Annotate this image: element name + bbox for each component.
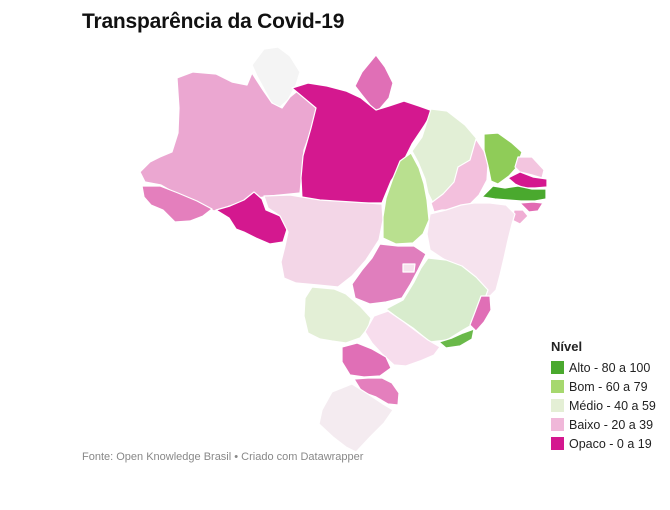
state-ce[interactable] xyxy=(483,132,523,185)
state-ba[interactable] xyxy=(426,202,516,299)
legend-title: Nível xyxy=(551,339,583,354)
state-al[interactable] xyxy=(519,201,544,213)
legend-swatch xyxy=(551,380,564,393)
state-am[interactable] xyxy=(139,71,319,212)
legend-item-bom: Bom - 60 a 79 xyxy=(551,377,656,396)
state-pe[interactable] xyxy=(481,185,547,202)
state-rs[interactable] xyxy=(318,383,394,453)
legend: Nível Alto - 80 a 100 Bom - 60 a 79 Médi… xyxy=(551,339,656,453)
state-df[interactable] xyxy=(402,263,416,273)
legend-label: Médio - 40 a 59 xyxy=(569,398,656,413)
state-pb[interactable] xyxy=(507,171,548,189)
state-rj[interactable] xyxy=(438,328,475,349)
chart-title: Transparência da Covid-19 xyxy=(82,10,345,33)
legend-item-baixo: Baixo - 20 a 39 xyxy=(551,415,656,434)
state-pr[interactable] xyxy=(341,342,392,378)
state-to[interactable] xyxy=(382,152,430,245)
state-rr[interactable] xyxy=(251,46,301,109)
state-ms[interactable] xyxy=(303,286,372,344)
legend-label: Opaco - 0 a 19 xyxy=(569,436,652,451)
legend-swatch xyxy=(551,437,564,450)
legend-label: Bom - 60 a 79 xyxy=(569,379,648,394)
legend-swatch xyxy=(551,361,564,374)
state-es[interactable] xyxy=(469,295,492,332)
legend-swatch xyxy=(551,418,564,431)
state-sp[interactable] xyxy=(364,310,441,367)
source-note: Fonte: Open Knowledge Brasil • Criado co… xyxy=(82,451,364,463)
state-ac[interactable] xyxy=(141,185,213,223)
legend-label: Baixo - 20 a 39 xyxy=(569,417,654,432)
legend-label: Alto - 80 a 100 xyxy=(569,360,651,375)
state-go[interactable] xyxy=(351,243,427,305)
legend-item-alto: Alto - 80 a 100 xyxy=(551,358,656,377)
state-mt[interactable] xyxy=(263,194,384,288)
legend-item-opaco: Opaco - 0 a 19 xyxy=(551,434,656,453)
legend-swatch xyxy=(551,399,564,412)
legend-item-medio: Médio - 40 a 59 xyxy=(551,396,656,415)
state-pi[interactable] xyxy=(430,138,489,213)
state-rn[interactable] xyxy=(514,156,545,179)
